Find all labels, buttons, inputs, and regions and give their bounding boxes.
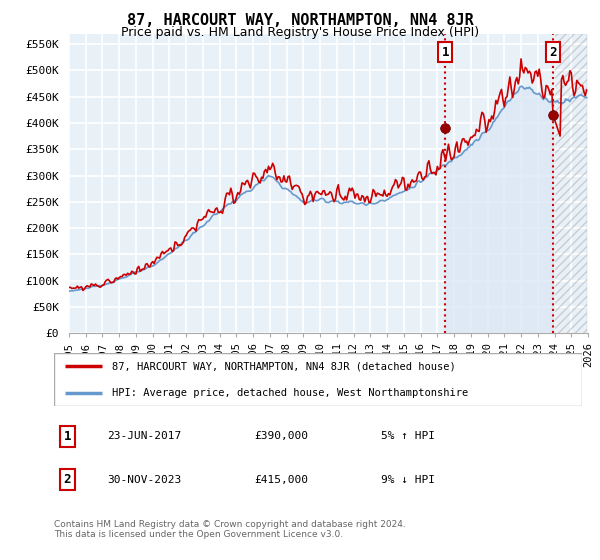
Text: 23-JUN-2017: 23-JUN-2017 — [107, 431, 181, 441]
Text: 87, HARCOURT WAY, NORTHAMPTON, NN4 8JR (detached house): 87, HARCOURT WAY, NORTHAMPTON, NN4 8JR (… — [112, 361, 456, 371]
Text: 9% ↓ HPI: 9% ↓ HPI — [382, 475, 436, 485]
Text: £415,000: £415,000 — [254, 475, 308, 485]
Text: Price paid vs. HM Land Registry's House Price Index (HPI): Price paid vs. HM Land Registry's House … — [121, 26, 479, 39]
Text: 2: 2 — [64, 473, 71, 486]
Text: 87, HARCOURT WAY, NORTHAMPTON, NN4 8JR: 87, HARCOURT WAY, NORTHAMPTON, NN4 8JR — [127, 13, 473, 28]
Text: 2: 2 — [550, 45, 557, 59]
Text: HPI: Average price, detached house, West Northamptonshire: HPI: Average price, detached house, West… — [112, 388, 469, 398]
Text: 1: 1 — [64, 430, 71, 443]
Text: Contains HM Land Registry data © Crown copyright and database right 2024.
This d: Contains HM Land Registry data © Crown c… — [54, 520, 406, 539]
Text: £390,000: £390,000 — [254, 431, 308, 441]
Text: 5% ↑ HPI: 5% ↑ HPI — [382, 431, 436, 441]
Text: 1: 1 — [442, 45, 449, 59]
Text: 30-NOV-2023: 30-NOV-2023 — [107, 475, 181, 485]
